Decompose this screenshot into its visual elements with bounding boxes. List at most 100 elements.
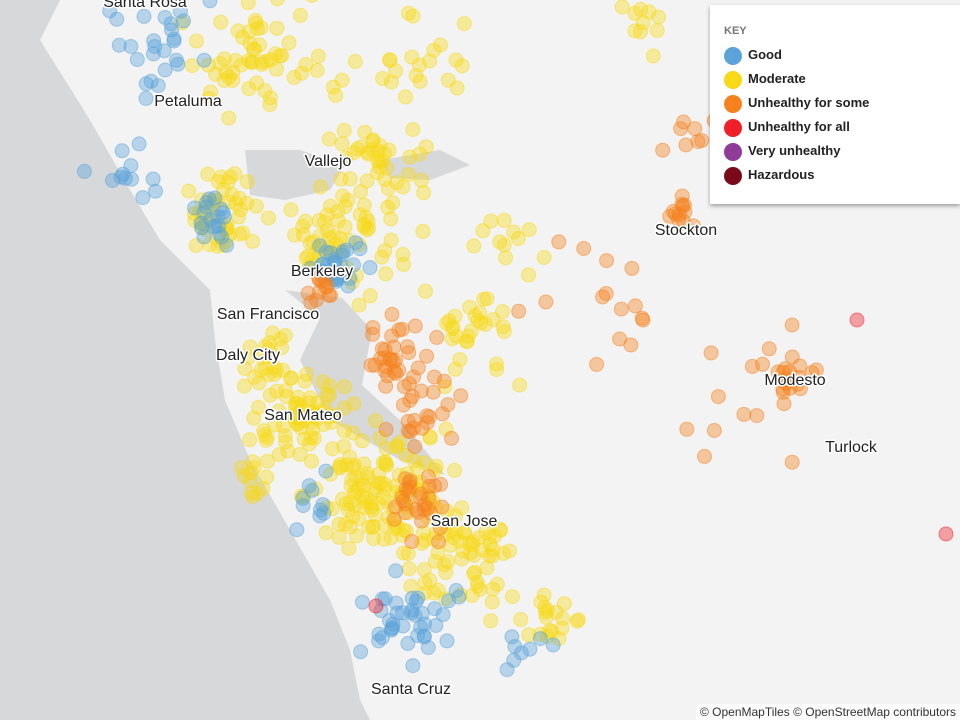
city-label: Stockton (655, 222, 717, 239)
sensor-dot (849, 312, 865, 328)
sensor-dot (109, 11, 125, 27)
sensor-dot (283, 370, 299, 386)
sensor-dot (289, 522, 305, 538)
sensor-dot (410, 461, 425, 477)
sensor-dot (502, 543, 517, 559)
sensor-dot (262, 97, 278, 112)
sensor-dot (383, 622, 399, 638)
city-label: Modesto (764, 372, 825, 389)
sensor-dot (278, 434, 294, 450)
sensor-dot (321, 287, 337, 303)
sensor-dot (243, 54, 259, 70)
sensor-dot (447, 462, 462, 478)
sensor-dot (416, 455, 432, 471)
sensor-dot (477, 316, 493, 332)
sensor-dot (612, 331, 628, 347)
sensor-dot (216, 51, 232, 67)
sensor-dot (365, 519, 381, 535)
sensor-dot (770, 364, 786, 380)
city-labels: Santa Rosa Petaluma Vallejo Berkeley San Fra… (102, 0, 880, 700)
sensor-dot (413, 172, 429, 188)
sensor-dot (441, 515, 457, 531)
sensor-dot (383, 211, 399, 227)
sensor-dot (496, 237, 512, 253)
sensor-dot (241, 81, 257, 97)
sensor-dot (340, 502, 356, 518)
sensor-dot (196, 52, 212, 68)
sensor-dot (407, 318, 423, 334)
sensor-dot (400, 546, 416, 562)
sensor-dot (492, 521, 508, 537)
city-label: San Jose (431, 513, 498, 530)
sensor-dot (312, 502, 328, 518)
sensor-dot (270, 0, 285, 7)
legend-swatch (724, 70, 742, 89)
sensor-dot (538, 294, 554, 310)
sensor-dot (649, 23, 665, 38)
sensor-dot (356, 456, 372, 472)
sensor-dot (372, 430, 388, 446)
sensor-dot (170, 56, 186, 72)
sensor-dot (444, 321, 460, 337)
sensor-dot (402, 149, 418, 165)
sensor-dot (377, 363, 393, 379)
sensor-dot (378, 378, 394, 394)
sensor-dot (260, 348, 276, 364)
sensor-dot (318, 244, 334, 260)
sensor-dot (231, 190, 247, 206)
sensor-dot (391, 434, 407, 450)
sensor-dot (452, 587, 468, 603)
sensor-dot (245, 233, 261, 249)
sensor-dot (599, 253, 615, 269)
sensor-dot (303, 295, 319, 311)
sensor-dot (200, 57, 216, 73)
sensor-dot (232, 226, 248, 242)
sensor-dot (471, 530, 487, 546)
sensor-dot (257, 360, 273, 376)
legend-label: Hazardous (748, 167, 815, 182)
sensor-dot (466, 238, 482, 254)
sensor-dot (196, 229, 212, 245)
sensor-dot (413, 619, 429, 635)
legend-swatch (724, 118, 742, 137)
sensor-dot (269, 383, 285, 399)
sensor-dot (414, 513, 430, 529)
sensor-dot (202, 237, 218, 253)
sensor-dot (537, 605, 553, 620)
sensor-dot (269, 20, 285, 36)
sensor-dot (181, 183, 197, 199)
sensor-dot (375, 71, 391, 86)
sensor-dot (792, 381, 808, 397)
sensor-dot (201, 91, 217, 106)
sensor-dot (290, 389, 306, 405)
sensor-dot (413, 486, 429, 502)
sensor-dot (215, 237, 231, 253)
city-label: Santa Cruz (371, 681, 451, 698)
sensor-dot (312, 508, 328, 524)
sensor-dot (635, 15, 651, 31)
sensor-dot (495, 319, 511, 335)
sensor-dot (775, 384, 791, 400)
legend-item: Moderate (724, 69, 806, 89)
sensor-dot (447, 361, 463, 377)
sensor-dot (281, 35, 297, 51)
sensor-dot (448, 52, 464, 68)
legend-item: Hazardous (724, 165, 814, 185)
sensor-dot (325, 441, 340, 457)
sensor-dot (306, 0, 318, 3)
sensor-dot (302, 260, 318, 276)
sensor-dot (421, 478, 437, 494)
sensor-dot (399, 339, 415, 355)
sensor-dot (484, 594, 500, 610)
sensor-dot (671, 207, 687, 223)
sensor-dot (211, 218, 227, 234)
sensor-dot (164, 22, 180, 38)
sensor-dot (138, 90, 154, 106)
sensor-dot (202, 0, 218, 9)
sensor-dot (374, 153, 390, 169)
sensor-dot (536, 587, 552, 603)
sensor-dot (744, 358, 760, 374)
attribution: © OpenMapTiles © OpenStreetMap contribut… (695, 704, 960, 720)
sensor-dot (417, 533, 433, 548)
legend-item: Unhealthy for some (724, 93, 869, 113)
